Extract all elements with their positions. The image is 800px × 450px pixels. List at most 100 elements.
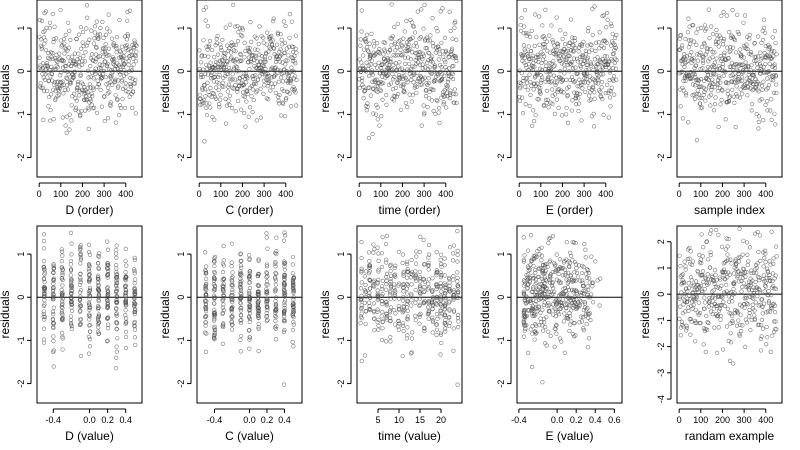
data-point [218,92,223,98]
data-point [526,307,531,313]
data-point [201,38,206,43]
data-point [228,78,233,83]
data-point [59,304,64,309]
data-point [90,94,95,99]
data-point [203,307,208,312]
data-point [426,242,432,248]
data-point [766,82,772,88]
data-point [766,309,771,314]
data-point [707,36,712,41]
data-point [543,7,548,12]
data-point [422,289,427,294]
data-point [567,303,572,308]
data-point [363,289,369,294]
data-point [561,90,566,95]
data-point [290,285,296,291]
x-axis-title: D (order) [65,203,113,217]
data-point [541,34,546,39]
data-point [282,382,287,387]
data-point [41,259,47,264]
data-point [114,321,119,326]
data-point [566,84,572,89]
data-point [521,259,527,264]
data-point [250,53,255,58]
data-point [763,248,768,253]
data-point [710,77,715,82]
data-point [682,64,687,69]
data-point [743,64,748,69]
data-point [89,52,95,57]
data-point [743,344,748,349]
data-point [392,94,397,99]
data-point [694,91,699,97]
data-point [586,287,591,292]
data-point [522,24,527,29]
data-point [731,271,737,276]
data-point [68,321,74,326]
data-point [562,42,568,47]
data-point [247,50,252,55]
data-point [710,312,715,317]
data-point [583,74,588,79]
data-point [770,278,775,284]
data-point [78,290,83,295]
data-point [715,37,720,42]
data-point [220,310,225,315]
data-point [760,311,765,316]
data-point [256,299,261,304]
data-point [545,97,550,102]
data-point [724,282,729,287]
data-point [417,36,422,41]
data-point [238,52,243,57]
data-point [769,48,775,54]
data-point [434,327,440,332]
data-point [770,333,775,338]
data-point [412,72,417,77]
data-point [763,284,768,289]
data-point [726,338,731,344]
data-point [436,110,441,115]
data-point [772,310,778,315]
data-point [455,325,461,330]
data-point [282,293,288,298]
data-point [246,328,252,333]
data-point [531,285,536,290]
data-point [540,75,545,80]
data-point [686,281,691,286]
data-point [292,74,298,79]
data-point [81,54,86,59]
data-point [275,70,280,76]
data-point [132,327,138,332]
data-point [114,326,119,332]
data-point [64,75,69,80]
data-point [273,261,278,266]
data-point [225,59,230,64]
data-point [724,324,730,329]
data-point [574,56,580,61]
data-point [364,40,369,45]
data-point [134,49,139,54]
data-point [228,50,234,55]
data-point [723,270,728,275]
data-point [569,48,574,53]
data-point [372,328,377,333]
data-point [270,85,276,90]
data-point [705,72,711,78]
data-point [563,31,568,36]
data-point [564,305,569,310]
data-point [122,68,127,73]
data-point [91,87,96,92]
data-point [565,93,570,98]
data-point [691,58,696,63]
data-point [716,313,721,318]
data-point [757,277,762,283]
data-point [524,323,529,328]
data-point [282,50,287,56]
data-point [552,269,558,274]
data-point [736,259,742,264]
data-point [679,273,684,278]
data-point [243,124,248,129]
data-point [204,276,209,282]
x-tick-label: 0.0 [551,415,564,425]
data-point [554,47,559,53]
